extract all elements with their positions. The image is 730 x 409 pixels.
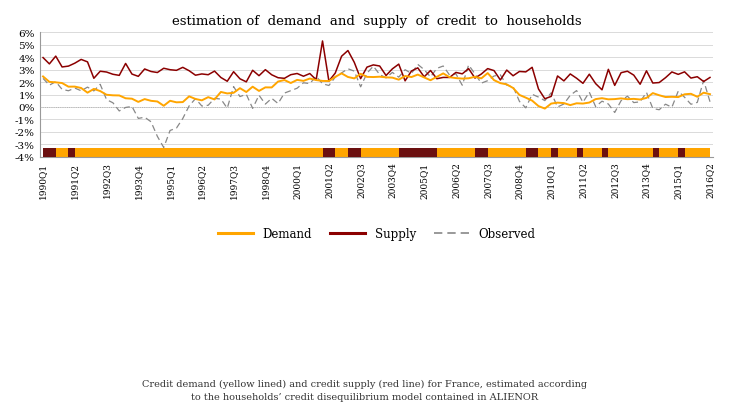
Observed <box>509 85 518 90</box>
Observed <box>58 88 66 92</box>
Legend: Demand, Supply, Observed: Demand, Supply, Observed <box>213 223 540 245</box>
Demand <box>39 75 47 80</box>
Demand <box>502 83 511 88</box>
Demand <box>471 75 480 80</box>
Demand <box>432 75 441 80</box>
Observed <box>629 101 638 106</box>
Observed <box>706 100 715 105</box>
Observed <box>39 77 47 82</box>
Demand <box>426 79 435 83</box>
Observed <box>439 64 447 69</box>
Supply <box>706 76 715 81</box>
Demand <box>540 107 549 112</box>
Supply <box>540 97 549 102</box>
Supply <box>439 76 447 81</box>
Line: Observed: Observed <box>43 65 710 148</box>
Supply <box>629 74 638 79</box>
Title: estimation of  demand  and  supply  of  credit  to  households: estimation of demand and supply of credi… <box>172 15 581 28</box>
Demand <box>629 97 638 102</box>
Line: Demand: Demand <box>43 74 710 109</box>
Observed <box>483 79 492 84</box>
Demand <box>58 81 66 86</box>
Supply <box>477 72 485 77</box>
Observed <box>413 63 422 68</box>
Observed <box>159 146 168 151</box>
Demand <box>706 92 715 97</box>
Text: Credit demand (yellow lined) and credit supply (red line) for France, estimated : Credit demand (yellow lined) and credit … <box>142 380 588 389</box>
Demand <box>483 72 492 76</box>
Text: to the households’ credit disequilibrium model contained in ALIENOR: to the households’ credit disequilibrium… <box>191 392 539 401</box>
Observed <box>445 73 454 78</box>
Supply <box>502 68 511 73</box>
Supply <box>39 56 47 61</box>
Line: Supply: Supply <box>43 42 710 99</box>
Supply <box>58 65 66 70</box>
Supply <box>318 39 327 44</box>
Supply <box>432 77 441 82</box>
